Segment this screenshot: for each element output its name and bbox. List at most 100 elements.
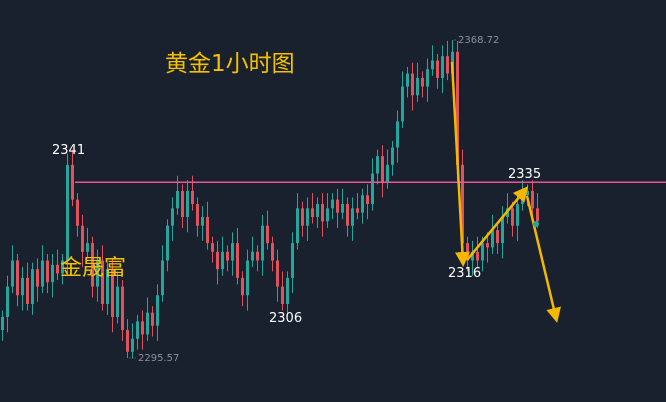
candle-body (261, 225, 264, 261)
candle-body (66, 164, 69, 261)
candle-body (156, 295, 159, 326)
candle-body (1, 317, 4, 331)
candle-body (186, 190, 189, 218)
candle-body (116, 286, 119, 318)
watermark-text: 金晟富 (60, 256, 127, 281)
candle-body (311, 208, 314, 218)
candle-body (161, 260, 164, 296)
candle-body (456, 51, 459, 165)
candle-body (521, 195, 524, 204)
candle-body (486, 243, 489, 248)
candle-body (126, 330, 129, 352)
candle-body (336, 199, 339, 213)
candle-body (26, 277, 29, 304)
candle-body (381, 156, 384, 183)
arrow-down-1 (450, 61, 470, 267)
candle-body (91, 243, 94, 287)
candle-body (226, 251, 229, 261)
candle-body (331, 199, 334, 209)
candle-body (411, 73, 414, 96)
candle-body (86, 243, 89, 252)
candle-body (536, 208, 539, 222)
candle-body (181, 190, 184, 218)
candle-body (76, 199, 79, 226)
candle-body (61, 260, 64, 274)
annotation-2306: 2306 (269, 311, 303, 326)
candle-body (321, 203, 324, 222)
candle-body (361, 195, 364, 213)
candle-body (316, 203, 319, 218)
candle-body (106, 269, 109, 304)
candle-body (281, 286, 284, 304)
candle-body (516, 203, 519, 226)
candle-body (391, 147, 394, 165)
annotation-2335: 2335 (508, 167, 542, 182)
candle-body (266, 225, 269, 244)
candle-body (371, 173, 374, 204)
candle-body (426, 69, 429, 87)
candle-body (251, 251, 254, 261)
candle-body (96, 260, 99, 287)
chart-title: 黄金1小时图 (165, 51, 295, 77)
candle-body (416, 77, 419, 96)
candle-body (326, 208, 329, 222)
candle-body (171, 208, 174, 226)
candle-body (56, 264, 59, 274)
candle-body (346, 203, 349, 226)
candle-body (431, 60, 434, 70)
candle-body (176, 190, 179, 209)
candle-body (146, 312, 149, 335)
candle-body (461, 164, 464, 244)
candle-body (276, 260, 279, 287)
candle-body (526, 190, 529, 196)
candle-body (21, 277, 24, 296)
candle-body (481, 243, 484, 261)
candle-body (121, 286, 124, 331)
candle-body (196, 203, 199, 226)
candle-body (386, 164, 389, 183)
candle-body (471, 251, 474, 261)
candle-body (111, 269, 114, 318)
candle-body (16, 260, 19, 296)
candle-body (191, 190, 194, 204)
candle-body (376, 156, 379, 174)
candle-body (271, 243, 274, 261)
candle-body (491, 230, 494, 248)
candle-body (71, 164, 74, 200)
annotation-2316: 2316 (448, 266, 482, 281)
candle-body (101, 260, 104, 304)
candle-body (351, 208, 354, 226)
candle-body (496, 230, 499, 244)
candle-body (241, 277, 244, 296)
candle-body (396, 121, 399, 148)
candle-body (236, 243, 239, 278)
arrow-up (466, 186, 529, 261)
candle-body (256, 251, 259, 261)
candle-body (206, 217, 209, 244)
candle-body (31, 269, 34, 304)
candle-body (51, 264, 54, 283)
candle-body (246, 260, 249, 296)
candle-body (476, 251, 479, 261)
low-price-label: 2295.57 (138, 353, 180, 364)
annotation-2341: 2341 (52, 143, 86, 158)
candle-body (291, 243, 294, 278)
candle-body (356, 208, 359, 213)
candle-body (501, 217, 504, 244)
candle-body (286, 277, 289, 304)
candle-body (441, 56, 444, 78)
candle-body (341, 203, 344, 213)
candle-body (401, 86, 404, 122)
candle-body (201, 217, 204, 226)
candle-body (216, 251, 219, 270)
candle-body (366, 195, 369, 204)
candle-body (231, 243, 234, 261)
arrow-down-2 (525, 195, 561, 323)
candle-body (211, 243, 214, 252)
candle-body (221, 251, 224, 270)
candle-body (301, 208, 304, 226)
candle-body (531, 190, 534, 209)
candle-body (151, 312, 154, 326)
